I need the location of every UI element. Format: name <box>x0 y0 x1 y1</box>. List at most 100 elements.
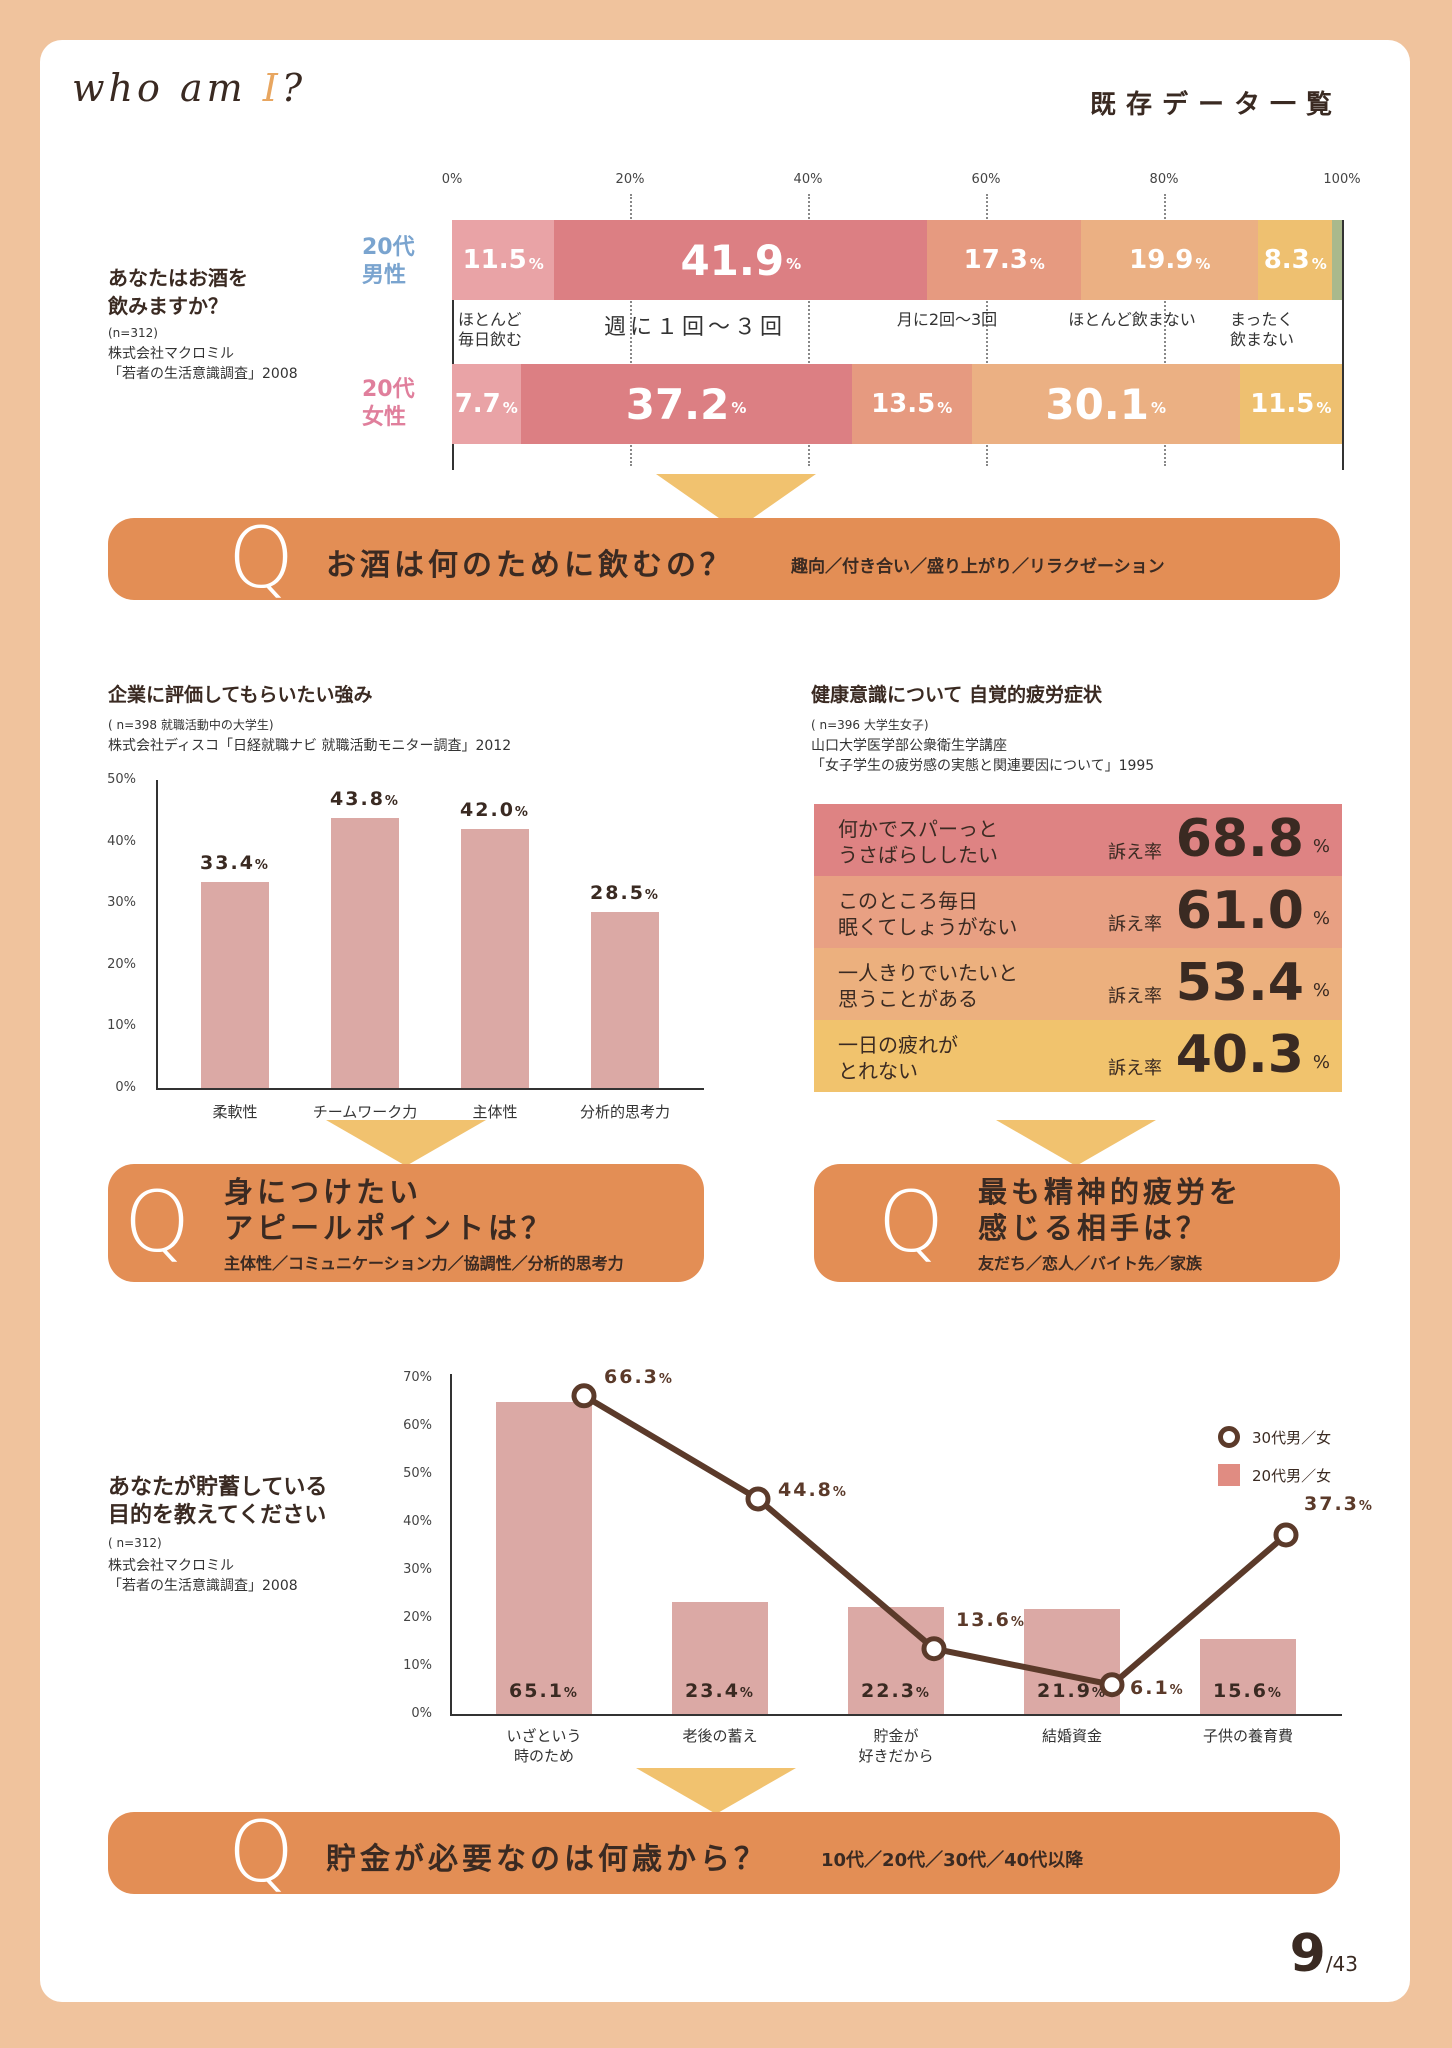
legend-label: 20代男／女 <box>1252 1466 1332 1485</box>
y-tick: 40% <box>403 1514 432 1529</box>
bar-value: 33.4 <box>200 852 255 875</box>
bar <box>496 1401 592 1714</box>
bar-label: 13.5 <box>871 389 936 419</box>
gridline <box>808 194 810 466</box>
rate-value: 61.0 <box>1175 881 1304 941</box>
row-text: このところ毎日 眠くてしょうがない <box>838 889 1018 939</box>
bar-label: 11.5 <box>462 245 527 275</box>
line-point <box>1273 1522 1299 1548</box>
line-value: 66.3 <box>604 1365 659 1388</box>
row-text: 何かでスパーっと うさばらししたい <box>838 817 998 867</box>
bar-value: 28.5 <box>590 882 645 905</box>
question-banner-3: Q 最も精神的疲労を 感じる相手は？ 友だち／恋人／バイト先／家族 <box>814 1164 1340 1282</box>
alcohol-chart: 0% 20% 40% 60% 80% 100% 11.5% 41.9% 17.3% 19.9% 8.… <box>40 40 1410 520</box>
gridline <box>986 194 988 466</box>
bar-value: 15.6 <box>1213 1680 1268 1702</box>
x-category: 分析的思考力 <box>579 1103 670 1121</box>
rate-label: 訴え率 <box>1108 986 1162 1007</box>
unit-label: % <box>937 399 953 417</box>
rate-value: 40.3 <box>1175 1025 1304 1085</box>
question-title: 身につけたい アピールポイントは？ <box>224 1175 555 1245</box>
line-label: 44.8% <box>778 1479 848 1501</box>
question-options: 友だち／恋人／バイト先／家族 <box>978 1254 1203 1273</box>
bar <box>1024 1608 1120 1714</box>
bar-label: 22.3% <box>836 1680 956 1702</box>
down-arrow-icon <box>996 1120 1156 1166</box>
axis-tick: 0% <box>441 172 463 187</box>
bar-segment: 11.5% <box>452 220 555 300</box>
line-point <box>571 1383 597 1409</box>
strength-title: 企業に評価してもらいたい強み <box>108 684 373 706</box>
unit-label: % <box>1312 980 1330 1001</box>
unit-label: % <box>502 399 518 417</box>
health-row: 一日の疲れが とれない 訴え率 40.3% <box>814 1020 1342 1092</box>
bar-segment: 19.9% <box>1081 220 1259 300</box>
bar-label: 42.0% <box>435 799 555 821</box>
unit-label: % <box>1358 1498 1374 1514</box>
x-axis <box>450 1714 1342 1716</box>
unit-label: % <box>832 1484 848 1500</box>
y-tick: 30% <box>107 895 136 911</box>
rate-label: 訴え率 <box>1108 842 1162 863</box>
health-row: このところ毎日 眠くてしょうがない 訴え率 61.0% <box>814 876 1342 948</box>
bar-value: 65.1 <box>509 1680 564 1702</box>
gridline <box>1164 194 1166 466</box>
strength-n: ( n=398 就職活動中の大学生) <box>108 718 274 732</box>
bar-segment: 41.9% <box>554 220 928 300</box>
bar-label: 8.3 <box>1263 245 1310 275</box>
rate-value: 53.4 <box>1175 953 1304 1013</box>
category-label: 月に2回〜3回 <box>896 310 998 329</box>
bar-label: 15.6% <box>1188 1680 1308 1702</box>
savings-n: ( n=312) <box>108 1536 162 1550</box>
bar-label: 43.8% <box>305 788 425 810</box>
unit-label: % <box>731 399 747 417</box>
question-title: 貯金が必要なのは何歳から？ <box>326 1842 768 1877</box>
unit-label: % <box>1150 399 1167 417</box>
bar-label: 41.9 <box>680 235 785 285</box>
question-banner-1: Q お酒は何のために飲むの？ 趣向／付き合い／盛り上がり／リラクゼーション <box>108 516 1340 600</box>
bar-value: 22.3 <box>861 1680 916 1702</box>
unit-label: % <box>658 1371 674 1387</box>
line-label: 6.1% <box>1130 1677 1185 1699</box>
y-tick: 20% <box>403 1610 432 1625</box>
q-icon: Q <box>124 1173 191 1271</box>
savings-chart: 70% 60% 50% 40% 30% 20% 10% 0% 65.1% いざという 時のため 23… <box>40 40 1410 1840</box>
health-n: ( n=396 大学生女子) <box>811 718 929 732</box>
unit-label: % <box>1311 255 1327 273</box>
x-category: 柔軟性 <box>212 1103 258 1121</box>
bar-label: 30.1 <box>1045 379 1149 429</box>
y-tick: 0% <box>115 1080 136 1095</box>
axis-line <box>452 220 454 470</box>
unit-label: % <box>254 858 270 874</box>
bar-label: 7.7 <box>454 389 501 419</box>
bar-label: 23.4% <box>660 1680 780 1702</box>
bar-label: 37.2 <box>625 379 730 429</box>
alcohol-question: あなたはお酒を 飲みますか？ <box>108 266 248 318</box>
rate-value: 68.8 <box>1175 809 1304 869</box>
y-tick: 70% <box>403 1370 432 1385</box>
x-category: いざという 時のため <box>506 1727 582 1765</box>
axis-tick: 60% <box>971 172 1001 187</box>
line-point <box>921 1636 947 1662</box>
strength-source: 株式会社ディスコ「日経就職ナビ 就職活動モニター調査」2012 <box>108 738 512 754</box>
unit-label: % <box>1312 1052 1330 1073</box>
unit-label: % <box>514 805 530 821</box>
unit-label: % <box>1169 1682 1185 1698</box>
health-list: 何かでスパーっと うさばらししたい訴え率 68.8% このところ毎日 眠くてしょうが… <box>40 40 1410 1140</box>
axis-tick: 80% <box>1149 172 1179 187</box>
bar-segment: 13.5% <box>851 364 972 444</box>
line-point <box>1099 1672 1125 1698</box>
logo: who am I? <box>72 66 307 110</box>
savings-title: あなたが貯蓄している 目的を教えてください <box>108 1475 328 1528</box>
page: who am I? 既存データ一覧 0% 20% 40% 60% 80% 100% 11.5… <box>40 40 1410 2002</box>
y-tick: 10% <box>107 1018 136 1034</box>
rate-label: 訴え率 <box>1108 914 1162 935</box>
unit-label: % <box>739 1686 755 1701</box>
unit-label: % <box>1195 255 1211 273</box>
health-source: 山口大学医学部公衆衛生学講座 「女子学生の疲労感の実態と関連要因について」199… <box>811 738 1155 774</box>
x-category: 老後の蓄え <box>682 1727 758 1745</box>
page-title: 既存データ一覧 <box>1089 90 1342 120</box>
bar-segment: 7.7% <box>452 364 521 444</box>
bar <box>1200 1639 1296 1714</box>
bar-label: 19.9 <box>1129 245 1194 275</box>
